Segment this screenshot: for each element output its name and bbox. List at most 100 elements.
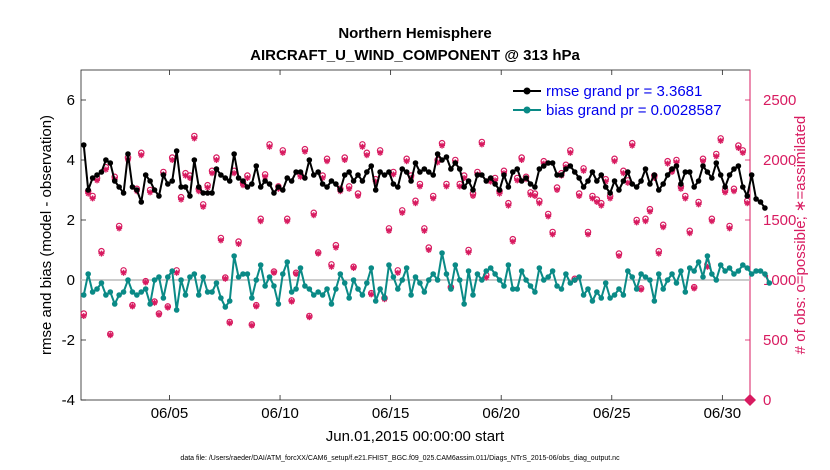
bias-point: [403, 265, 410, 271]
obs-assimilated-point: [155, 311, 162, 318]
obs-assimilated-point: [713, 153, 720, 160]
obs-assimilated-point: [359, 143, 366, 150]
obs-assimilated-point: [585, 231, 592, 238]
bias-point: [717, 262, 724, 268]
rmse-point: [523, 175, 529, 181]
rmse-point: [222, 175, 229, 181]
bias-point: [602, 280, 609, 286]
rmse-point: [740, 184, 746, 190]
obs-assimilated-point: [620, 170, 627, 177]
rmse-point: [160, 172, 167, 178]
rmse-point: [209, 190, 215, 196]
bias-point: [191, 271, 198, 277]
rmse-point: [310, 172, 317, 178]
bias-point: [142, 286, 149, 292]
bias-point: [249, 295, 255, 301]
obs-assimilated-point: [708, 218, 715, 225]
bias-point: [213, 280, 220, 286]
bias-point: [611, 292, 618, 298]
rmse-point: [173, 148, 180, 154]
rmse-point: [187, 193, 193, 199]
bias-point: [726, 265, 733, 271]
rmse-point: [341, 172, 348, 178]
y-tick-label: 0: [67, 272, 75, 289]
obs-assimilated-point: [213, 157, 220, 163]
bias-point: [408, 292, 414, 298]
rmse-point: [125, 151, 131, 157]
obs-assimilated-point: [226, 320, 233, 327]
obs-assimilated-point: [399, 209, 406, 216]
obs-assimilated-point: [315, 250, 322, 257]
obs-assimilated-point: [257, 218, 264, 225]
rmse-point: [107, 160, 114, 166]
rmse-point: [138, 199, 145, 205]
bias-point: [589, 298, 596, 304]
obs-assimilated-point: [94, 177, 101, 184]
rmse-point: [629, 181, 636, 187]
bias-point: [753, 268, 759, 274]
y-tick-label: -4: [62, 392, 75, 409]
bias-point: [443, 271, 450, 277]
bias-point: [549, 268, 556, 274]
rmse-point: [284, 175, 291, 181]
rmse-point: [120, 190, 127, 196]
bias-point: [762, 271, 768, 277]
bias-point: [682, 289, 689, 295]
obs-assimilated-point: [310, 212, 317, 219]
y2-axis-label: # of obs: o=possible; ∗=assimilated: [792, 116, 809, 355]
obs-assimilated-point: [624, 179, 631, 186]
bias-point: [377, 286, 383, 292]
bias-point: [178, 277, 184, 283]
rmse-point: [302, 175, 308, 181]
bias-point: [580, 292, 587, 298]
rmse-point: [218, 172, 224, 178]
obs-assimilated-point: [151, 299, 158, 306]
bias-point: [647, 277, 653, 283]
bias-point: [695, 259, 702, 265]
bias-point: [226, 298, 233, 304]
y-tick-label: 6: [67, 92, 75, 109]
rmse-point: [536, 166, 543, 172]
bias-point: [620, 292, 627, 298]
bias-point: [399, 277, 406, 283]
obs-assimilated-point: [465, 249, 472, 256]
rmse-point: [518, 178, 525, 184]
rmse-point: [704, 169, 711, 175]
rmse-point: [226, 178, 233, 184]
obs-assimilated-point: [368, 291, 375, 298]
legend-bias-marker: [523, 106, 531, 114]
rmse-point: [540, 163, 547, 169]
rmse-point: [315, 169, 321, 175]
rmse-point: [602, 184, 609, 190]
legend-rmse-marker: [523, 87, 531, 95]
rmse-point: [421, 166, 428, 172]
rmse-point: [744, 193, 751, 199]
rmse-point: [240, 178, 246, 184]
bias-point: [165, 274, 171, 280]
bias-point: [496, 277, 503, 283]
rmse-point: [151, 187, 158, 193]
bias-point: [204, 289, 211, 295]
obs-assimilated-point: [478, 141, 485, 148]
rmse-point: [753, 196, 759, 202]
obs-assimilated-point: [217, 237, 224, 244]
bias-point: [660, 286, 666, 292]
y2-tick-label: 2500: [763, 92, 796, 109]
legend-box: [508, 79, 744, 123]
rmse-point: [319, 181, 326, 187]
obs-assimilated-point: [244, 175, 251, 181]
rmse-point: [479, 172, 485, 178]
rmse-point: [408, 178, 414, 184]
obs-assimilated-point: [98, 250, 105, 257]
bias-point: [271, 283, 277, 289]
obs-assimilated-point: [686, 230, 693, 237]
bias-point: [350, 277, 357, 283]
bias-point: [425, 277, 432, 283]
obs-assimilated-point: [509, 238, 516, 245]
obs-assimilated-point: [739, 149, 746, 156]
obs-assimilated-point: [120, 269, 127, 276]
obs-assimilated-point: [567, 149, 574, 156]
rmse-point: [580, 184, 587, 190]
rmse-point: [142, 172, 149, 178]
